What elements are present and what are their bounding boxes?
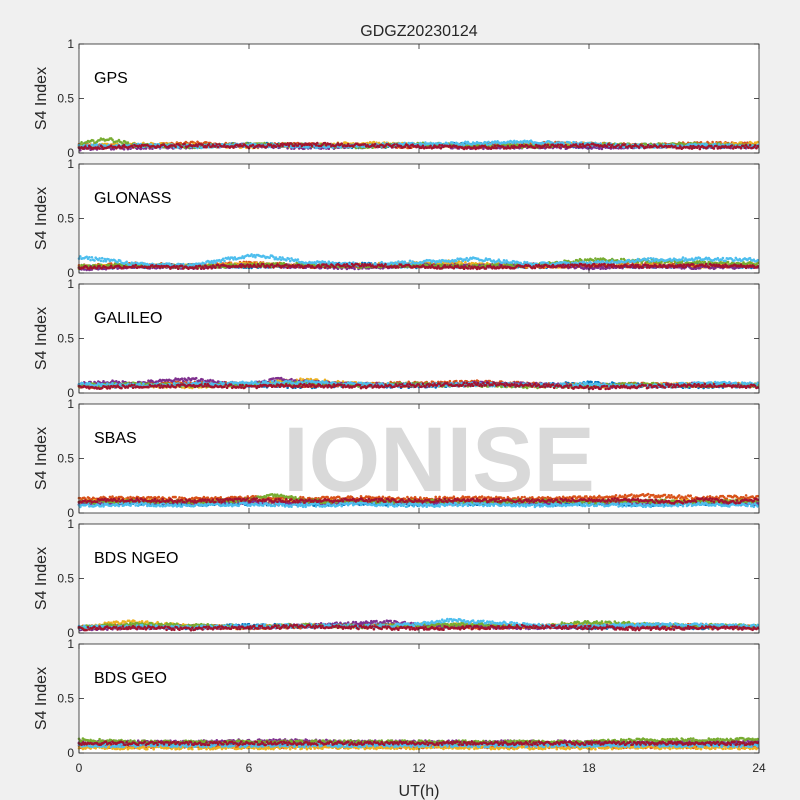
- data-point: [95, 143, 99, 146]
- data-point: [739, 146, 743, 150]
- data-point: [492, 146, 496, 150]
- data-point: [545, 146, 548, 149]
- data-point: [715, 144, 718, 148]
- data-point: [543, 143, 547, 146]
- data-point: [86, 147, 90, 150]
- y-tick-label: 0.5: [57, 92, 74, 106]
- data-point: [421, 144, 425, 148]
- data-point: [578, 143, 582, 146]
- data-point: [608, 143, 611, 146]
- y-axis-label: S4 Index: [33, 67, 50, 130]
- data-point: [408, 146, 412, 149]
- data-point: [645, 145, 649, 149]
- data-point: [368, 141, 372, 144]
- data-point: [80, 141, 83, 144]
- data-point: [122, 148, 126, 151]
- data-point: [617, 143, 620, 147]
- data-point: [98, 147, 101, 150]
- data-point: [533, 146, 537, 149]
- data-point: [493, 144, 497, 148]
- data-point: [689, 144, 692, 148]
- data-point: [174, 145, 177, 149]
- panel-background: [79, 164, 759, 273]
- data-point: [126, 141, 130, 144]
- data-point: [316, 141, 319, 145]
- data-point: [712, 147, 716, 150]
- data-point: [393, 143, 396, 146]
- data-point: [605, 145, 609, 148]
- data-point: [690, 147, 694, 150]
- data-point: [373, 142, 377, 146]
- data-point: [323, 141, 327, 145]
- data-point: [558, 146, 561, 149]
- data-point: [207, 143, 211, 146]
- data-point: [753, 144, 757, 147]
- data-point: [340, 142, 344, 145]
- data-point: [439, 147, 443, 150]
- data-point: [429, 144, 432, 148]
- data-point: [473, 145, 476, 148]
- data-point: [90, 143, 94, 147]
- data-point: [486, 143, 489, 146]
- data-point: [495, 146, 498, 150]
- data-point: [180, 145, 184, 149]
- data-point: [462, 143, 466, 147]
- data-point: [748, 144, 752, 147]
- data-point: [131, 146, 135, 149]
- data-point: [743, 146, 747, 149]
- data-point: [697, 144, 700, 148]
- data-point: [215, 143, 219, 146]
- data-point: [580, 145, 583, 149]
- data-point: [183, 142, 186, 146]
- data-point: [637, 146, 641, 149]
- panel-background: [79, 44, 759, 153]
- data-point: [747, 146, 750, 150]
- y-tick-label: 1: [67, 37, 74, 51]
- data-point: [646, 143, 650, 147]
- data-point: [577, 145, 580, 149]
- data-point: [265, 145, 269, 148]
- data-point: [717, 143, 721, 146]
- data-point: [251, 143, 255, 147]
- data-point: [487, 140, 490, 144]
- data-point: [546, 143, 550, 147]
- data-point: [609, 145, 613, 149]
- data-point: [394, 146, 398, 149]
- system-label: GPS: [94, 70, 128, 87]
- data-point: [623, 143, 627, 146]
- data-point: [91, 139, 95, 142]
- data-point: [429, 141, 432, 145]
- data-point: [216, 145, 220, 149]
- data-point: [589, 145, 592, 149]
- data-point: [730, 144, 734, 147]
- chart-title: GDGZ20230124: [360, 23, 478, 40]
- data-point: [274, 145, 278, 149]
- data-point: [556, 143, 560, 146]
- data-point: [310, 144, 314, 148]
- data-point: [438, 143, 441, 147]
